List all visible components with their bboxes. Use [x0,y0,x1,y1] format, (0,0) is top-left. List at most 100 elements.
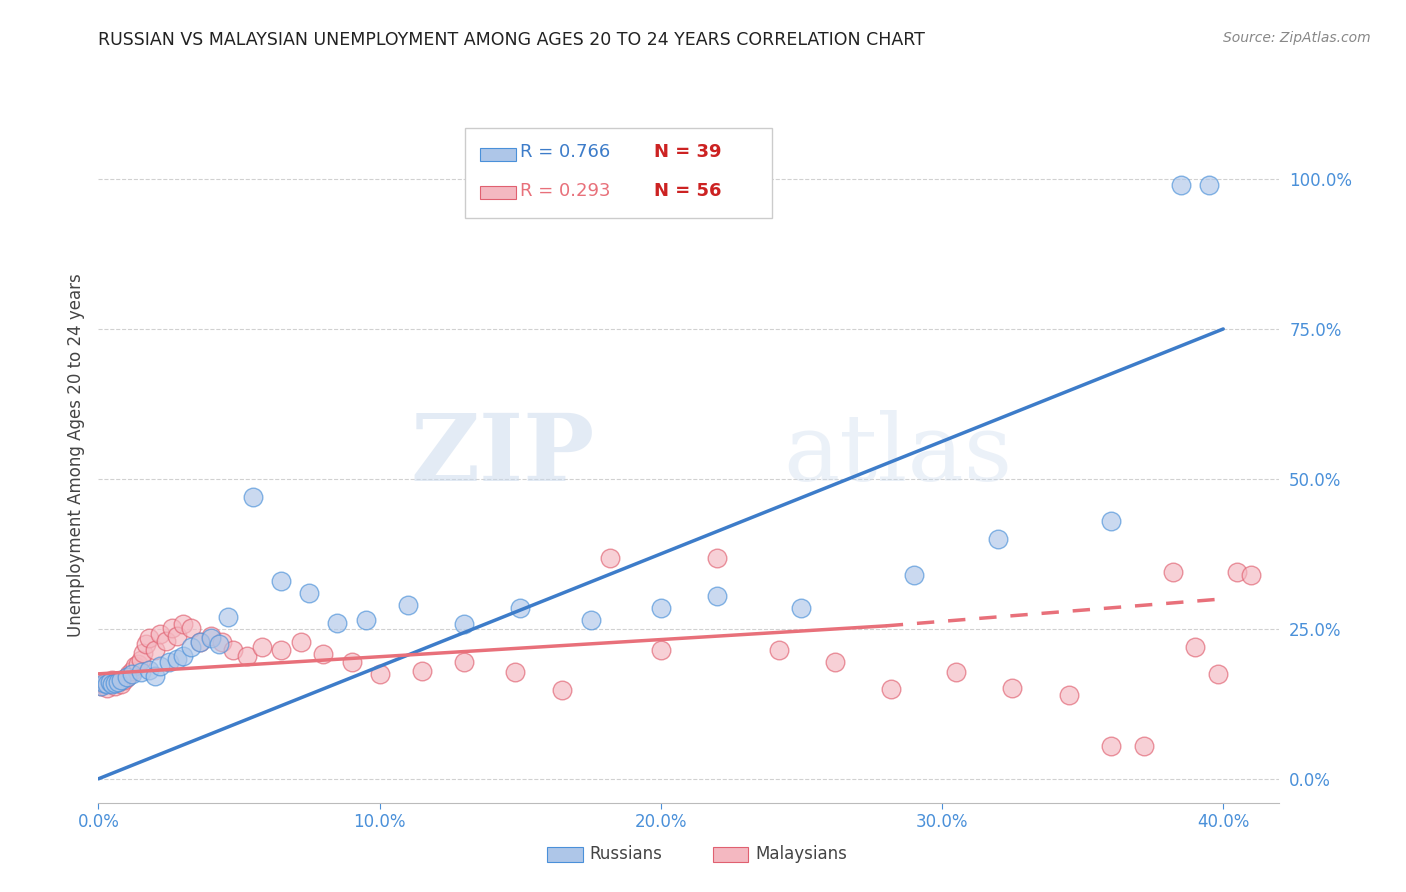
Point [127,657,149,671]
Point [768,643,790,657]
Point [188,635,211,649]
Point [107,674,129,689]
Point [101,673,124,687]
FancyBboxPatch shape [547,847,582,862]
Point [132,646,155,660]
Text: N = 56: N = 56 [654,182,721,200]
Point [987,532,1010,546]
Point [101,677,124,691]
Point [157,655,180,669]
Point [90,679,112,693]
Text: Russians: Russians [589,846,662,863]
Point [217,610,239,624]
Text: Source: ZipAtlas.com: Source: ZipAtlas.com [1223,31,1371,45]
Point [270,643,292,657]
Point [90,679,112,693]
Point [396,598,419,612]
Point [236,648,259,663]
Point [1161,565,1184,579]
Point [138,663,160,677]
Point [650,643,672,657]
Point [93,676,115,690]
Text: R = 0.293: R = 0.293 [520,182,610,200]
Point [104,676,127,690]
Point [98,674,121,689]
Point [143,668,166,682]
Point [1226,565,1249,579]
Point [242,490,264,504]
Point [160,621,183,635]
Point [115,670,138,684]
Point [180,640,202,654]
Point [790,600,813,615]
Point [149,659,172,673]
Point [1206,666,1229,681]
Point [411,664,433,678]
Point [96,681,118,695]
Point [706,589,728,603]
FancyBboxPatch shape [713,847,748,862]
Point [138,631,160,645]
Point [509,600,531,615]
Text: R = 0.766: R = 0.766 [520,144,610,161]
Point [579,613,602,627]
Point [453,655,475,669]
Point [1184,640,1206,654]
Text: N = 39: N = 39 [654,144,721,161]
Point [1001,681,1024,695]
Point [200,629,222,643]
Point [188,635,211,649]
FancyBboxPatch shape [479,186,516,199]
Point [149,626,172,640]
Point [354,613,377,627]
Text: Malaysians: Malaysians [755,846,846,863]
Point [124,659,146,673]
Point [200,631,222,645]
Point [945,665,967,679]
Point [650,600,672,615]
Point [112,673,135,687]
Point [1170,178,1192,192]
Point [250,640,273,654]
Point [121,664,143,678]
Point [326,615,349,630]
Point [93,677,115,691]
Point [211,635,233,649]
Point [208,637,231,651]
Text: ZIP: ZIP [411,410,595,500]
Point [270,574,292,588]
Point [107,674,129,689]
Point [143,643,166,657]
Point [1099,514,1122,528]
Point [98,676,121,690]
Point [298,586,321,600]
Text: RUSSIAN VS MALAYSIAN UNEMPLOYMENT AMONG AGES 20 TO 24 YEARS CORRELATION CHART: RUSSIAN VS MALAYSIAN UNEMPLOYMENT AMONG … [98,31,925,49]
Point [96,677,118,691]
Point [312,647,335,661]
Point [340,655,363,669]
Point [110,677,132,691]
Point [706,551,728,566]
Point [1198,178,1220,192]
Point [824,655,846,669]
Y-axis label: Unemployment Among Ages 20 to 24 years: Unemployment Among Ages 20 to 24 years [66,273,84,637]
Point [1057,688,1080,702]
Point [1099,739,1122,753]
Point [599,551,621,566]
Point [155,633,177,648]
Point [551,683,574,698]
Point [110,673,132,687]
Point [180,621,202,635]
Point [166,629,188,643]
Point [222,643,245,657]
Point [1240,567,1263,582]
Point [290,635,312,649]
Point [172,648,194,663]
Point [135,637,157,651]
Point [903,567,925,582]
Point [118,666,141,681]
Point [368,666,391,681]
Point [104,679,127,693]
FancyBboxPatch shape [464,128,772,219]
Point [166,652,188,666]
